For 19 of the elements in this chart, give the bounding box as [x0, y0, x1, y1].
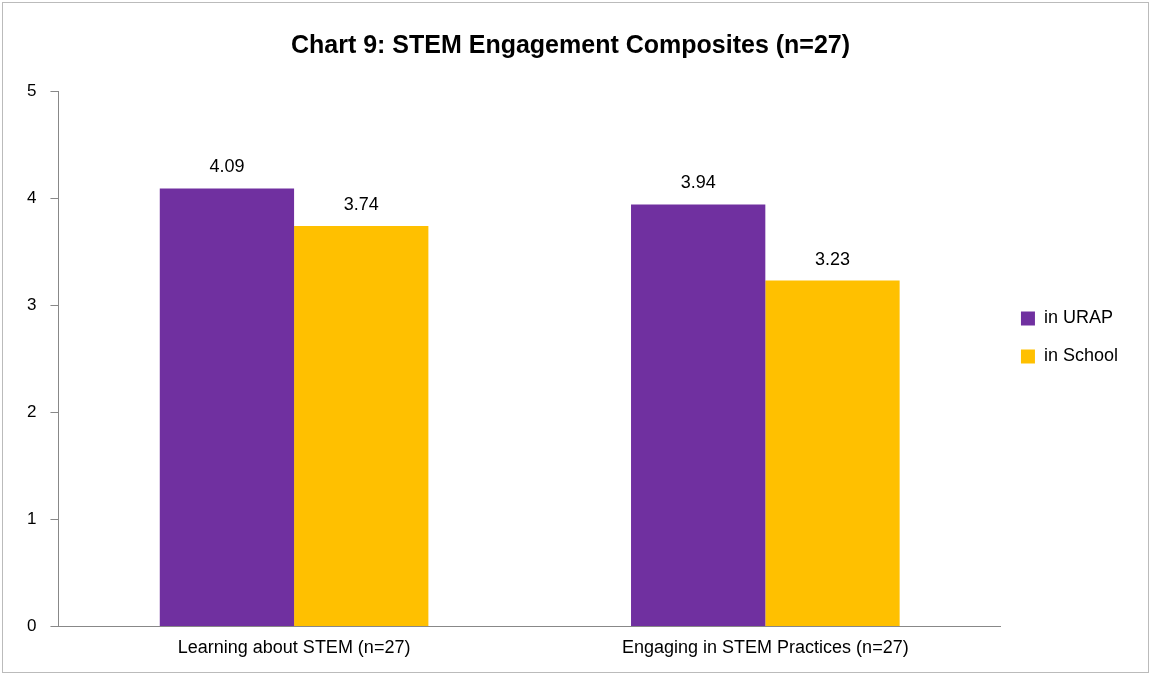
bar: [631, 204, 766, 626]
y-tick-label: 1: [26, 509, 37, 529]
x-tick-label: Engaging in STEM Practices (n=27): [622, 637, 909, 658]
x-tick-label: Learning about STEM (n=27): [177, 637, 411, 658]
bar: [765, 280, 900, 626]
legend-label: in URAP: [1043, 307, 1113, 328]
y-tick-label: 0: [26, 616, 37, 636]
legend-label: in School: [1043, 345, 1119, 366]
data-label: 3.94: [680, 172, 716, 193]
data-label: 4.09: [209, 156, 245, 177]
chart-title: Chart 9: STEM Engagement Composites (n=27): [290, 29, 851, 58]
bar: [159, 188, 295, 626]
bar: [294, 225, 429, 626]
y-tick-label: 4: [26, 187, 37, 207]
y-tick-label: 2: [26, 401, 37, 421]
data-label: 3.23: [814, 248, 850, 269]
y-tick-label: 3: [26, 294, 37, 314]
data-label: 3.74: [343, 193, 379, 214]
y-tick-label: 5: [26, 80, 37, 100]
